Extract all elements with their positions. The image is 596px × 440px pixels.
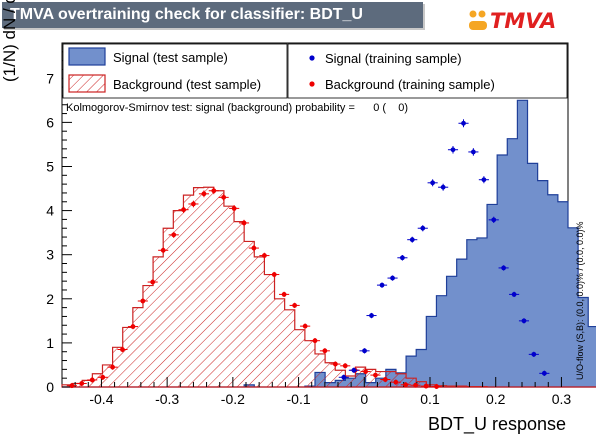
background-training-point (309, 338, 321, 344)
signal-training-point (447, 145, 459, 154)
signal-training-point (338, 374, 349, 380)
signal-training-point (417, 225, 428, 232)
background-training-point (380, 376, 391, 383)
legend-box-right (287, 43, 568, 99)
training-points (66, 119, 550, 389)
background-training-point (158, 247, 169, 254)
y-tick-label: 7 (46, 70, 54, 86)
y-tick-label: 6 (46, 114, 54, 130)
y-tick-label: 0 (46, 379, 54, 395)
x-axis-label: BDT_U response (427, 414, 566, 434)
background-training-point (360, 368, 371, 375)
legend-signal-swatch (68, 47, 106, 66)
tmva-logo: TMVA (468, 8, 560, 38)
background-training-point (218, 193, 229, 201)
window-title: TMVA overtraining check for classifier: … (2, 2, 423, 28)
background-training-point (127, 323, 139, 330)
background-training-point (188, 200, 199, 208)
signal-training-point (539, 370, 550, 376)
background-training-point (431, 383, 442, 389)
background-training-point (289, 302, 300, 309)
signal-training-point (518, 318, 530, 324)
background-training-point (229, 205, 240, 212)
overflow-note: U/O-flow (S,B): (0.0, 0.0)% / (0.0, 0.0)… (575, 221, 585, 380)
ks-test-text: Kolmogorov-Smirnov test: signal (backgro… (66, 102, 408, 114)
legend-background-marker (309, 81, 315, 87)
background-training-point (97, 374, 108, 380)
x-tick-label: -0.4 (89, 391, 113, 407)
signal-training-point (478, 176, 489, 184)
background-training-point (300, 323, 311, 329)
y-tick-label: 1 (46, 335, 54, 351)
signal-training-point (498, 265, 509, 271)
background-training-point (178, 206, 189, 213)
signal-training-point (348, 367, 359, 373)
signal-training-point (366, 312, 377, 319)
legend-background-test: Background (test sample) (113, 77, 261, 92)
legend-signal-test: Signal (test sample) (113, 50, 228, 65)
signal-training-point (509, 291, 520, 298)
background-training-point (107, 364, 118, 370)
y-tick-label: 5 (46, 158, 54, 174)
x-tick-label: 0 (360, 391, 368, 407)
background-training-point (390, 379, 401, 385)
background-training-point (420, 383, 432, 389)
background-training-point (279, 291, 290, 298)
background-training-point (87, 377, 98, 383)
background-training-point (269, 271, 280, 278)
y-axis-label: (1/N) dN / dx (0, 0, 19, 82)
legend-signal-marker (309, 55, 315, 61)
legend: Signal (test sample) Background (test sa… (62, 43, 568, 99)
background-training-point (248, 245, 259, 251)
x-tick-label: -0.1 (287, 391, 311, 407)
background-training-point (198, 190, 210, 198)
signal-training-point (427, 179, 438, 187)
logo-text: TMVA (490, 9, 557, 33)
background-training-point (238, 219, 250, 227)
signal-training-point (407, 236, 418, 243)
signal-training-point (468, 148, 479, 156)
y-tick-label: 4 (46, 203, 54, 219)
background-training-point (76, 380, 87, 387)
background-test-histogram (61, 186, 596, 388)
axes: -0.4 -0.3 -0.2 -0.1 0 0.1 0.2 0.3 0 1 2 3 4 5 6 7 (46, 51, 572, 407)
y-tick-label: 2 (46, 291, 54, 307)
x-tick-label: -0.3 (155, 391, 179, 407)
legend-signal-train: Signal (training sample) (325, 51, 462, 66)
logo-dots-icon (469, 10, 487, 30)
signal-training-point (387, 275, 398, 281)
legend-background-swatch (68, 74, 106, 93)
background-training-point (66, 383, 77, 389)
signal-training-point (359, 348, 370, 354)
background-training-point (117, 346, 128, 353)
background-training-point (168, 231, 179, 238)
background-training-point (400, 382, 411, 388)
background-training-point (208, 187, 219, 195)
background-training-point (330, 361, 341, 367)
signal-training-point (488, 216, 499, 224)
background-test-bars (61, 186, 596, 388)
signal-training-point (397, 254, 408, 261)
signal-training-point (528, 351, 539, 358)
y-tick-label: 3 (46, 247, 54, 263)
x-tick-label: 0.2 (486, 391, 506, 407)
signal-training-point (438, 183, 449, 191)
background-training-point (319, 348, 330, 354)
legend-background-train: Background (training sample) (325, 77, 495, 92)
background-training-point (137, 298, 148, 304)
x-tick-label: 0.1 (420, 391, 440, 407)
background-training-point (370, 372, 381, 378)
signal-training-point (376, 282, 388, 288)
background-training-point (410, 382, 421, 388)
background-training-point (259, 252, 270, 259)
x-tick-label: -0.2 (221, 391, 245, 407)
x-tick-label: 0.3 (552, 391, 572, 407)
background-training-point (147, 279, 158, 285)
signal-training-point (458, 119, 469, 128)
background-training-point (340, 363, 351, 369)
